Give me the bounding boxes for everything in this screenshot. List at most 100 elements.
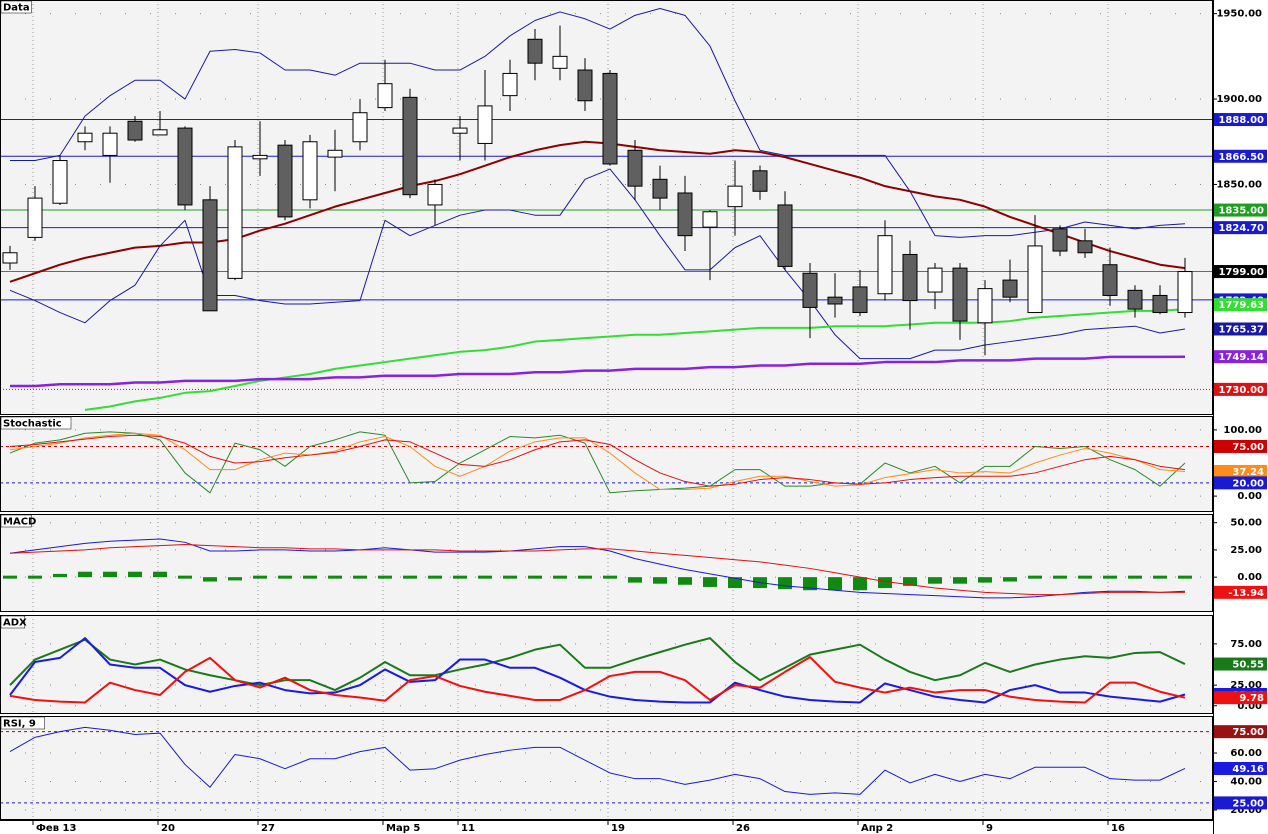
histogram-bar [378, 575, 392, 579]
level-label: 25.00 [1232, 798, 1264, 809]
histogram-bar [1178, 575, 1192, 579]
y-tick-label: 60.00 [1230, 748, 1262, 759]
y-tick-label: 25.00 [1230, 545, 1262, 556]
x-tick-label: 26 [736, 823, 750, 834]
panel [0, 0, 1213, 415]
candle-body [927, 267, 943, 293]
candle-body [877, 235, 893, 295]
level-label: 9.78 [1239, 693, 1264, 704]
x-tick-label: 20 [161, 823, 175, 834]
level-label: 1765.37 [1218, 324, 1264, 335]
panel-frame [0, 615, 1213, 714]
candle-body [377, 83, 393, 109]
histogram-bar [628, 577, 642, 583]
y-tick-label: 1950.00 [1216, 9, 1262, 20]
level-label-box [1214, 350, 1267, 364]
y-tick-label: 0.00 [1237, 701, 1262, 712]
indicator-line [9, 432, 1186, 490]
panel-title: RSI, 9 [3, 719, 36, 730]
level-label: 1888.00 [1218, 115, 1264, 126]
histogram-bar [928, 577, 942, 584]
histogram-bar [28, 575, 42, 579]
histogram-bar [903, 577, 917, 586]
panel-title-box [0, 514, 32, 528]
level-label: 75.00 [1232, 442, 1264, 453]
y-tick-label: 0.00 [1237, 491, 1262, 502]
histogram-bar [453, 575, 467, 579]
level-label: 1866.50 [1218, 152, 1264, 163]
histogram-bar [528, 575, 542, 579]
panel-title: ADX [3, 618, 27, 629]
x-tick-label: 11 [461, 823, 475, 834]
indicator-line [9, 637, 1186, 692]
candle-body [77, 132, 93, 143]
y-tick-label: 100.00 [1223, 425, 1262, 436]
histogram-bar [328, 575, 342, 579]
y-tick-label: 40.00 [1230, 777, 1262, 788]
candle-body [327, 149, 343, 158]
candle-body [1077, 240, 1093, 254]
level-label-box [1214, 439, 1267, 453]
candle-body [852, 286, 868, 314]
histogram-bar [953, 577, 967, 584]
histogram-bar [128, 571, 142, 578]
candle-body [302, 141, 318, 201]
candle-body [402, 96, 418, 196]
candle-body [1127, 289, 1143, 310]
panel-title: MACD [3, 517, 36, 528]
y-tick-label: 1900.00 [1216, 94, 1262, 105]
candle-body [952, 267, 968, 322]
histogram-bar [803, 577, 817, 591]
histogram-bar [78, 571, 92, 578]
histogram-bar [603, 575, 617, 579]
candle-body [777, 204, 793, 267]
candle-body [1027, 245, 1043, 314]
y-tick-label: 50.00 [1230, 518, 1262, 529]
histogram-bar [653, 577, 667, 584]
level-label: 75.00 [1232, 727, 1264, 738]
level-label: 1824.70 [1218, 223, 1264, 234]
indicator-line [9, 726, 1186, 795]
panel-title-box [0, 416, 72, 430]
y-tick-label: 20.00 [1230, 805, 1262, 816]
y-tick-label: 0.00 [1237, 572, 1262, 583]
histogram-bar [703, 577, 717, 587]
indicator-line [9, 656, 1186, 704]
panel [0, 615, 1213, 714]
histogram-bar [828, 577, 842, 591]
panel [0, 716, 1213, 820]
histogram-bar [478, 575, 492, 579]
y-tick-label: 25.00 [1230, 680, 1262, 691]
candle-body [502, 72, 518, 97]
histogram-bar [253, 575, 267, 579]
panel-background [0, 416, 1213, 512]
candle-body [52, 160, 68, 204]
level-label: 49.16 [1232, 764, 1264, 775]
candle-body [702, 211, 718, 228]
candle-body [652, 178, 668, 199]
level-label: 1779.63 [1218, 300, 1264, 311]
panel-title: Stochastic [3, 419, 62, 430]
x-tick-label: 16 [1111, 823, 1125, 834]
histogram-bar [153, 571, 167, 578]
histogram-bar [1103, 575, 1117, 579]
x-tick-label: Мар 5 [386, 823, 420, 834]
level-label: 1730.00 [1218, 385, 1264, 396]
candle-body [527, 38, 543, 64]
histogram-bar [278, 575, 292, 579]
level-label-box [1214, 761, 1267, 775]
histogram-bar [678, 577, 692, 585]
panel-title: Data [3, 3, 30, 14]
level-label: 1749.14 [1218, 352, 1264, 363]
candle-body [1102, 264, 1118, 296]
candle-body [252, 154, 268, 160]
histogram-bar [578, 575, 592, 579]
level-label: 37.24 [1232, 467, 1264, 478]
histogram-bar [1003, 577, 1017, 582]
histogram-bar [553, 575, 567, 579]
candle-body [227, 146, 243, 279]
panel-title-box [0, 716, 45, 730]
indicator-line [9, 543, 1186, 596]
indicator-line [9, 431, 1186, 494]
candle-body [902, 253, 918, 302]
